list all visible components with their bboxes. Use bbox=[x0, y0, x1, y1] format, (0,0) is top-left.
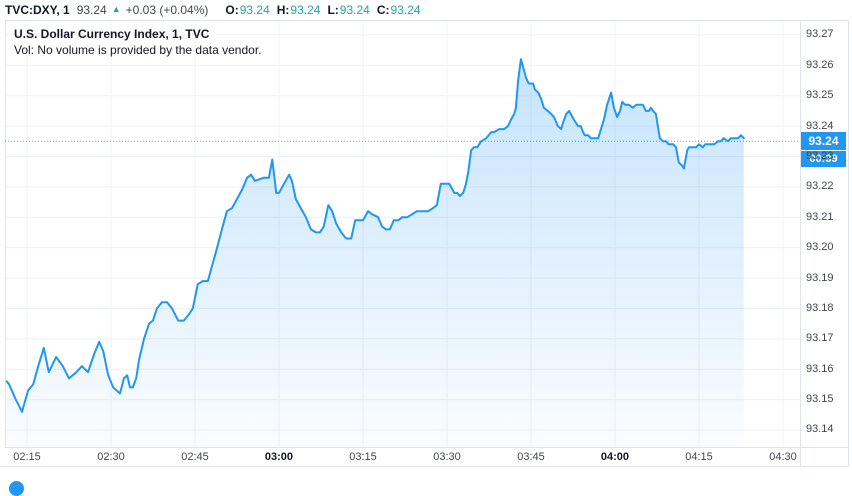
open-label: O: bbox=[225, 2, 239, 17]
high-label: H: bbox=[276, 2, 290, 17]
price-axis-label: 93.25 bbox=[806, 89, 834, 102]
time-axis-label: 02:30 bbox=[97, 451, 125, 463]
tradingview-logo[interactable] bbox=[9, 481, 24, 496]
price-change: +0.03 (+0.04%) bbox=[125, 2, 209, 17]
price-axis-label: 93.23 bbox=[806, 149, 834, 162]
price-axis-label: 93.20 bbox=[806, 241, 834, 254]
high-value: 93.24 bbox=[290, 2, 321, 17]
price-axis-label: 93.21 bbox=[806, 210, 834, 223]
close-label: C: bbox=[376, 2, 390, 17]
close-value: 93.24 bbox=[390, 2, 421, 17]
last-price: 93.24 bbox=[76, 2, 107, 17]
price-axis-label: 93.18 bbox=[806, 301, 834, 314]
symbol-name[interactable]: TVC:DXY, 1 bbox=[5, 2, 70, 17]
price-axis-label: 93.15 bbox=[806, 393, 834, 406]
time-axis-label: 02:15 bbox=[13, 451, 41, 463]
chart-legend: U.S. Dollar Currency Index, 1, TVC Vol: … bbox=[14, 26, 261, 58]
area-fill bbox=[6, 59, 744, 447]
price-axis-label: 93.19 bbox=[806, 271, 834, 284]
low-value: 93.24 bbox=[339, 2, 370, 17]
low-label: L: bbox=[327, 2, 339, 17]
time-axis-label: 04:30 bbox=[769, 451, 797, 463]
time-axis-label: 03:15 bbox=[349, 451, 377, 463]
price-axis-label: 93.16 bbox=[806, 362, 834, 375]
price-axis-label: 93.22 bbox=[806, 180, 834, 193]
time-axis-label: 03:45 bbox=[517, 451, 545, 463]
time-axis-label: 03:00 bbox=[264, 451, 294, 463]
legend-volume-note: Vol: No volume is provided by the data v… bbox=[14, 43, 262, 57]
price-axis-label: 93.26 bbox=[806, 58, 834, 71]
price-axis-label: 93.17 bbox=[806, 332, 834, 345]
price-axis-label: 93.14 bbox=[806, 423, 834, 436]
time-axis-label: 02:45 bbox=[181, 451, 209, 463]
symbol-header: TVC:DXY, 1 93.24 ▲ +0.03 (+0.04%) O: 93.… bbox=[5, 1, 421, 18]
bar-countdown-badge: 00:39 bbox=[801, 151, 846, 168]
last-price-badge: 93.24 bbox=[801, 132, 846, 151]
chart-canvas[interactable] bbox=[0, 0, 852, 485]
time-axis-label: 04:00 bbox=[600, 451, 630, 463]
price-axis-label: 93.27 bbox=[806, 28, 834, 41]
legend-title[interactable]: U.S. Dollar Currency Index, 1, TVC bbox=[14, 27, 210, 41]
time-axis-label: 03:30 bbox=[433, 451, 461, 463]
up-triangle-icon: ▲ bbox=[111, 3, 121, 14]
open-value: 93.24 bbox=[239, 2, 270, 17]
price-line[interactable] bbox=[5, 58, 745, 413]
price-axis-label: 93.24 bbox=[806, 119, 834, 132]
time-axis-label: 04:15 bbox=[685, 451, 713, 463]
